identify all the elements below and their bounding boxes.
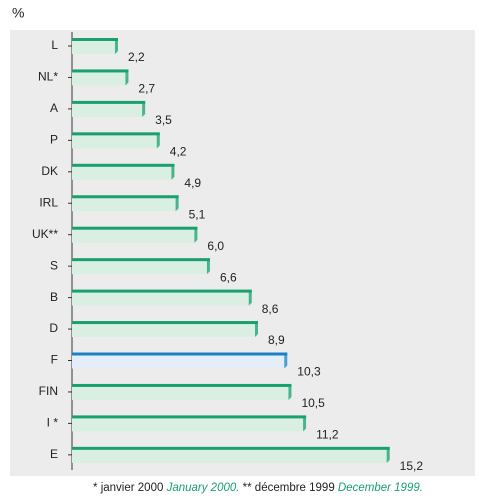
- bar-top-edge: [72, 415, 307, 419]
- unit-label: %: [12, 5, 24, 21]
- footnote-fr: ** décembre 1999: [243, 482, 335, 494]
- bar-side-edge: [284, 352, 288, 369]
- bar-side-edge: [125, 69, 129, 86]
- value-label: 10,5: [301, 396, 325, 410]
- value-label: 2,7: [138, 82, 155, 96]
- bar-side-edge: [142, 100, 146, 117]
- footnote-en: December 1999.: [338, 482, 423, 494]
- value-label: 10,3: [297, 365, 321, 379]
- bar-side-edge: [171, 163, 175, 180]
- category-label: IRL: [39, 195, 58, 209]
- bar-top-edge: [72, 132, 160, 136]
- value-label: 3,5: [155, 113, 172, 127]
- bar-top-edge: [72, 383, 292, 387]
- footnote-en: January 2000.: [166, 482, 240, 494]
- footnote: * janvier 2000 January 2000. ** décembre…: [93, 482, 423, 494]
- value-label: 6,0: [207, 239, 224, 253]
- value-label: 8,6: [262, 302, 279, 316]
- bar-side-edge: [206, 258, 210, 275]
- value-label: 2,2: [128, 50, 145, 64]
- bar-top-edge: [72, 195, 179, 199]
- bar-top-edge: [72, 100, 146, 104]
- bar-side-edge: [303, 415, 307, 432]
- bar-side-edge: [175, 195, 179, 212]
- bar-top-edge: [72, 163, 175, 167]
- bar-side-edge: [288, 383, 292, 400]
- bar: [72, 69, 129, 86]
- bar-top-edge: [72, 289, 252, 293]
- bar-side-edge: [255, 321, 259, 338]
- category-label: NL*: [38, 70, 58, 84]
- bar: [72, 226, 198, 243]
- bar: [72, 132, 160, 149]
- category-label: I *: [47, 416, 59, 430]
- bar: [72, 446, 390, 463]
- value-label: 15,2: [400, 459, 424, 473]
- category-label: D: [49, 321, 58, 335]
- value-label: 8,9: [268, 333, 285, 347]
- bar-side-edge: [386, 446, 390, 463]
- category-label: L: [51, 38, 58, 52]
- bar-side-edge: [156, 132, 160, 149]
- bar-top-edge: [72, 258, 210, 262]
- value-label: 5,1: [189, 207, 206, 221]
- category-label: F: [51, 353, 58, 367]
- bar-top-edge: [72, 226, 198, 230]
- bar-side-edge: [194, 226, 198, 243]
- bar: [72, 383, 292, 400]
- category-label: P: [50, 133, 58, 147]
- bar: [72, 38, 118, 54]
- footnote-fr: * janvier 2000: [93, 482, 163, 494]
- bar-side-edge: [248, 289, 252, 306]
- bar-side-edge: [114, 38, 118, 54]
- bar-top-edge: [72, 352, 288, 356]
- category-label: UK**: [32, 227, 58, 241]
- category-label: A: [50, 101, 58, 115]
- category-label: S: [50, 258, 58, 272]
- bar-top-edge: [72, 321, 259, 325]
- value-label: 4,2: [170, 145, 187, 159]
- value-label: 11,2: [316, 428, 339, 442]
- bar: [72, 258, 210, 275]
- category-label: FIN: [39, 384, 58, 398]
- panel: [10, 30, 475, 476]
- bar: [72, 163, 175, 180]
- bar-top-edge: [72, 446, 390, 450]
- bar: [72, 352, 288, 369]
- bar: [72, 415, 307, 432]
- category-label: B: [50, 290, 58, 304]
- bar-top-edge: [72, 38, 118, 41]
- bar: [72, 321, 259, 338]
- category-label: DK: [41, 164, 58, 178]
- value-label: 4,9: [184, 176, 201, 190]
- bar-top-edge: [72, 69, 129, 73]
- category-label: E: [50, 447, 58, 461]
- bar: [72, 100, 146, 117]
- value-label: 6,6: [220, 270, 237, 284]
- bar: [72, 289, 252, 306]
- bar: [72, 195, 179, 212]
